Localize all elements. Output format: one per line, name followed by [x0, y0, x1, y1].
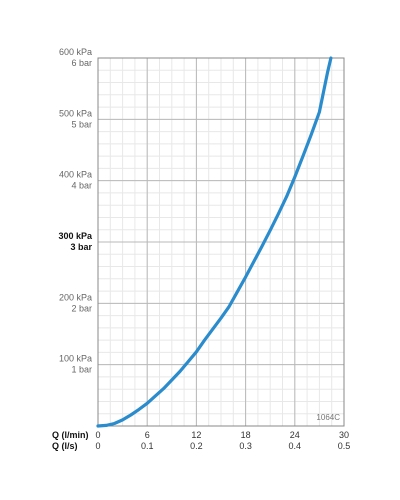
x-tick-label-lmin: 0 [95, 430, 100, 440]
x-tick-label-ls: 0.1 [141, 441, 154, 451]
x-tick-label-ls: 0.5 [338, 441, 351, 451]
y-tick-label-bar: 6 bar [71, 58, 92, 68]
x-tick-label-lmin: 12 [191, 430, 201, 440]
y-tick-label-kpa: 100 kPa [59, 354, 92, 364]
pressure-flow-curve [96, 56, 333, 428]
y-tick-label-kpa: 500 kPa [59, 108, 92, 118]
major-grid [98, 58, 344, 426]
y-tick-label-bar: 1 bar [71, 365, 92, 375]
y-tick-label-kpa: 200 kPa [59, 292, 92, 302]
series-layer [96, 56, 333, 428]
y-tick-label-bar: 2 bar [71, 303, 92, 313]
x-axis-label-ls: Q (l/s) [52, 441, 78, 451]
x-axis-label-lmin: Q (l/min) [52, 430, 89, 440]
y-tick-label-bar: 5 bar [71, 119, 92, 129]
x-tick-label-ls: 0.4 [289, 441, 302, 451]
y-tick-label-kpa: 600 kPa [59, 47, 92, 57]
x-tick-label-lmin: 6 [145, 430, 150, 440]
x-tick-label-ls: 0.2 [190, 441, 203, 451]
x-tick-label-ls: 0.3 [239, 441, 252, 451]
y-tick-label-bar: 4 bar [71, 181, 92, 191]
x-tick-label-lmin: 30 [339, 430, 349, 440]
chart-code-label: 1064C [316, 413, 340, 422]
y-tick-label-bar: 3 bar [70, 242, 92, 252]
x-tick-label-ls: 0 [95, 441, 100, 451]
y-tick-label-kpa: 400 kPa [59, 170, 92, 180]
x-tick-label-lmin: 18 [241, 430, 251, 440]
x-tick-label-lmin: 24 [290, 430, 300, 440]
x-axis-ticks: 00 60.1 120.2 180.3 240.4 300.5 [95, 430, 350, 451]
y-tick-label-kpa: 300 kPa [58, 231, 93, 241]
plot-frame [97, 57, 345, 427]
